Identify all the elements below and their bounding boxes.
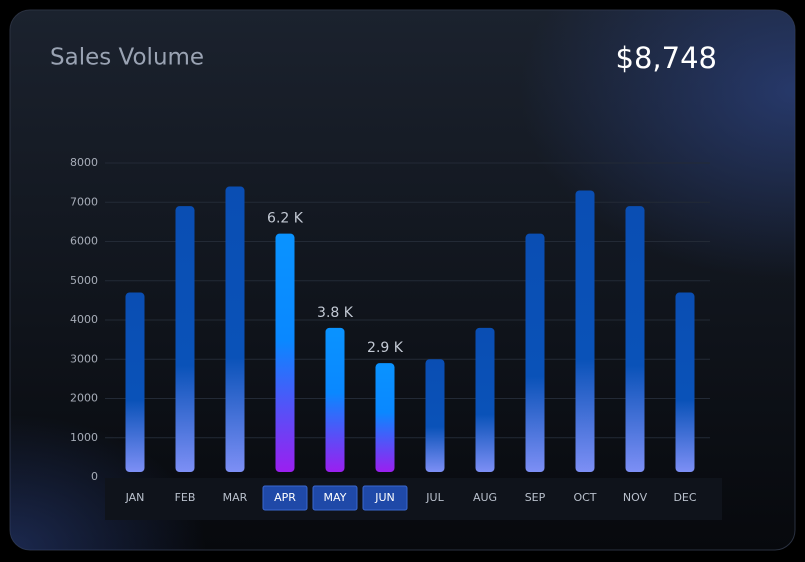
- month-button-selected[interactable]: [312, 485, 358, 511]
- bar: [375, 363, 395, 472]
- headline: $8,748: [616, 41, 717, 75]
- x-tick-label[interactable]: JUN: [374, 491, 395, 504]
- y-tick-label: 6000: [70, 235, 98, 248]
- y-tick-label: 7000: [70, 195, 98, 208]
- bar: [575, 190, 595, 472]
- y-tick-label: 1000: [70, 431, 98, 444]
- y-tick-label: 3000: [70, 352, 98, 365]
- x-tick-label[interactable]: JUL: [425, 491, 444, 504]
- bar: [525, 233, 545, 472]
- value-label: 3.8 K: [317, 305, 354, 321]
- y-tick-label: 8000: [70, 156, 98, 169]
- bar: [175, 206, 195, 473]
- y-tick-label: 4000: [70, 313, 98, 326]
- x-tick-label[interactable]: APR: [274, 491, 296, 504]
- x-tick-label[interactable]: SEP: [525, 491, 546, 504]
- bar: [275, 233, 295, 472]
- card-glow: [10, 10, 795, 550]
- x-tick-label[interactable]: JAN: [125, 491, 145, 504]
- y-tick-label: 0: [91, 470, 98, 483]
- value-label: 2.9 K: [367, 340, 404, 356]
- x-tick-label[interactable]: DEC: [673, 491, 696, 504]
- value-label: 6.2 K: [267, 211, 304, 227]
- month-button-selected[interactable]: [262, 485, 308, 511]
- y-tick-label: 2000: [70, 392, 98, 405]
- bar: [625, 206, 645, 473]
- x-tick-label[interactable]: MAR: [223, 491, 248, 504]
- x-tick-label[interactable]: NOV: [623, 491, 648, 504]
- bar: [675, 292, 695, 472]
- bar: [325, 327, 345, 472]
- x-tick-label[interactable]: MAY: [324, 491, 347, 504]
- title: Sales Volume: [50, 45, 204, 71]
- x-tick-label[interactable]: OCT: [573, 491, 596, 504]
- x-tick-label[interactable]: AUG: [473, 491, 497, 504]
- axis-strip: [105, 478, 722, 520]
- bar: [425, 359, 445, 472]
- y-tick-label: 5000: [70, 274, 98, 287]
- bar: [225, 186, 245, 473]
- month-button-selected[interactable]: [362, 485, 408, 511]
- bar: [125, 292, 145, 472]
- bar: [475, 327, 495, 472]
- x-tick-label[interactable]: FEB: [175, 491, 196, 504]
